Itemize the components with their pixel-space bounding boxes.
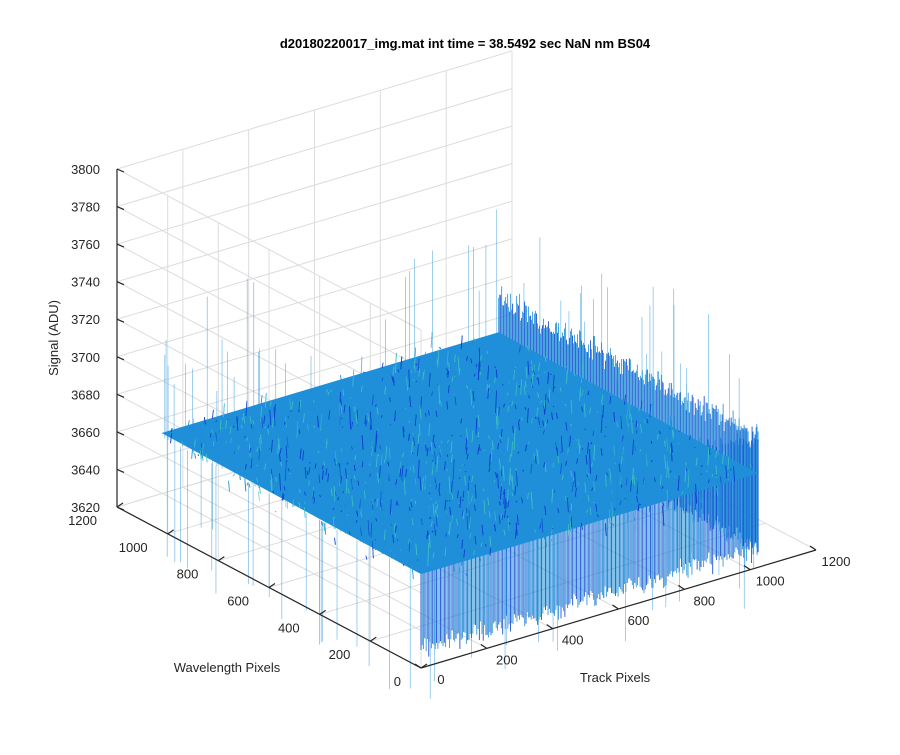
surface-noise bbox=[229, 481, 230, 492]
y-tick-label: 600 bbox=[227, 594, 249, 609]
x-tick-label: 600 bbox=[628, 613, 650, 628]
surface-noise bbox=[537, 375, 538, 376]
chart-title: d20180220017_img.mat int time = 38.5492 … bbox=[280, 36, 651, 51]
surface-noise bbox=[210, 448, 211, 449]
x-tick-mark bbox=[547, 625, 553, 629]
surface-noise bbox=[347, 491, 348, 492]
x-tick-mark bbox=[678, 585, 684, 589]
z-tick-mark bbox=[117, 244, 124, 247]
z-tick-label: 3720 bbox=[71, 312, 100, 327]
z-tick-label: 3620 bbox=[71, 500, 100, 515]
surface-noise bbox=[678, 443, 679, 444]
surface-noise bbox=[701, 474, 702, 475]
z-tick-label: 3700 bbox=[71, 350, 100, 365]
z-tick-mark bbox=[117, 432, 124, 435]
surface-noise bbox=[334, 538, 335, 545]
z-tick-label: 3760 bbox=[71, 237, 100, 252]
z-tick-label: 3780 bbox=[71, 200, 100, 215]
surface-noise bbox=[247, 482, 248, 484]
z-tick-mark bbox=[117, 169, 124, 172]
x-tick-label: 1200 bbox=[822, 554, 851, 569]
surface-noise bbox=[195, 453, 196, 458]
x-tick-mark bbox=[415, 664, 421, 668]
surface-noise bbox=[325, 523, 326, 534]
surface-noise bbox=[405, 408, 406, 409]
y-axis-label: Wavelength Pixels bbox=[174, 660, 281, 675]
z-tick-label: 3680 bbox=[71, 387, 100, 402]
x-tick-label: 0 bbox=[437, 672, 444, 687]
surface-noise bbox=[258, 492, 259, 501]
y-tick-label: 800 bbox=[177, 567, 199, 582]
x-tick-label: 1000 bbox=[756, 574, 785, 589]
y-tick-label: 400 bbox=[278, 620, 300, 635]
surface-noise bbox=[585, 429, 586, 430]
surface-noise bbox=[326, 499, 327, 500]
z-tick-mark bbox=[117, 394, 124, 397]
y-tick-label: 1000 bbox=[119, 540, 148, 555]
surface-noise bbox=[730, 469, 731, 470]
x-tick-label: 800 bbox=[693, 593, 715, 608]
surface-noise bbox=[198, 455, 199, 456]
surface-noise bbox=[233, 475, 234, 476]
surface-noise bbox=[378, 429, 379, 430]
z-tick-label: 3660 bbox=[71, 425, 100, 440]
surface-noise bbox=[678, 431, 679, 432]
x-axis-label: Track Pixels bbox=[580, 670, 651, 685]
x-tick-mark bbox=[613, 605, 619, 609]
surface-noise bbox=[467, 505, 468, 506]
y-tick-label: 0 bbox=[394, 674, 401, 689]
surface-layer bbox=[162, 210, 758, 699]
surface-noise bbox=[247, 485, 248, 486]
surface-noise bbox=[429, 507, 430, 508]
z-tick-mark bbox=[117, 319, 124, 322]
x-tick-mark bbox=[481, 644, 487, 648]
z-tick-label: 3640 bbox=[71, 462, 100, 477]
surface-noise bbox=[249, 484, 250, 488]
surface-noise bbox=[397, 540, 398, 541]
surface-noise bbox=[454, 376, 455, 377]
y-tick-label: 200 bbox=[329, 647, 351, 662]
z-tick-label: 3800 bbox=[71, 162, 100, 177]
surface-noise bbox=[553, 406, 554, 407]
surface-noise bbox=[460, 436, 461, 437]
surface-noise bbox=[212, 410, 213, 419]
surface-noise bbox=[451, 435, 452, 436]
z-tick-mark bbox=[117, 207, 124, 210]
z-tick-mark bbox=[117, 357, 124, 360]
surface-noise bbox=[449, 500, 450, 501]
z-tick-mark bbox=[117, 507, 124, 510]
x-tick-label: 400 bbox=[562, 633, 584, 648]
z-axis-label: Signal (ADU) bbox=[46, 300, 61, 376]
y-tick-label: 1200 bbox=[68, 513, 97, 528]
surface-noise bbox=[340, 375, 341, 380]
surface-noise bbox=[431, 332, 432, 348]
surface-noise bbox=[440, 347, 441, 349]
surface-noise bbox=[245, 479, 246, 492]
x-tick-label: 200 bbox=[496, 652, 518, 667]
surface-noise bbox=[321, 521, 322, 525]
z-tick-mark bbox=[117, 282, 124, 285]
surface-noise bbox=[428, 378, 429, 379]
z-tick-label: 3740 bbox=[71, 275, 100, 290]
x-tick-mark bbox=[810, 546, 816, 550]
z-tick-mark bbox=[117, 469, 124, 472]
